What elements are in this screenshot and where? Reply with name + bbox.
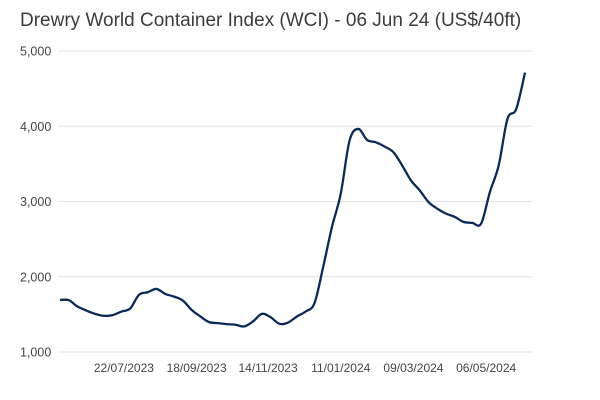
y-tick-label: 5,000 (20, 45, 51, 59)
y-tick-label: 4,000 (20, 120, 51, 134)
x-tick-label: 09/03/2024 (383, 361, 443, 375)
wci-series-line (59, 72, 527, 328)
x-tick-label: 18/09/2023 (167, 361, 227, 375)
y-tick-label: 2,000 (20, 270, 51, 284)
chart-title: Drewry World Container Index (WCI) - 06 … (20, 10, 522, 31)
x-tick-label: 14/11/2023 (238, 361, 297, 375)
y-tick-label: 1,000 (20, 346, 51, 360)
x-tick-label: 11/01/2024 (311, 361, 370, 375)
x-tick-label: 22/07/2023 (94, 361, 154, 375)
x-tick-label: 06/05/2024 (456, 361, 516, 375)
y-tick-label: 3,000 (20, 195, 51, 209)
